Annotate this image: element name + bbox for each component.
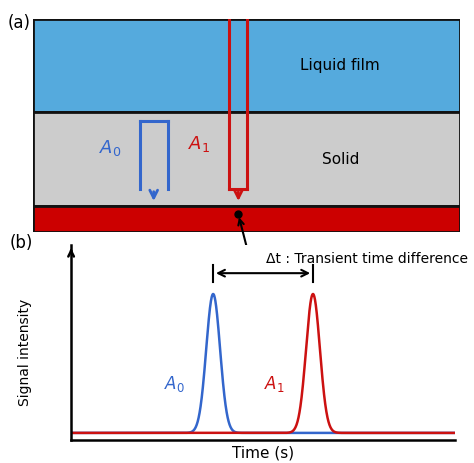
Text: Liquid film: Liquid film [301,58,380,73]
Text: $A_0$: $A_0$ [99,138,121,158]
Text: $A_0$: $A_0$ [164,374,185,394]
Text: $A_1$: $A_1$ [264,374,285,394]
Text: Signal intensity: Signal intensity [18,299,32,406]
Bar [33,206,460,232]
Bar [33,19,460,112]
X-axis label: Time (s): Time (s) [232,445,294,460]
Text: Solid: Solid [322,151,359,167]
Text: (a): (a) [8,14,31,32]
Text: $A_1$: $A_1$ [189,134,210,154]
Text: Δt : Transient time difference: Δt : Transient time difference [266,252,468,266]
Bar [33,112,460,206]
Text: (b): (b) [9,234,33,252]
Text: Piezo element: Piezo element [207,219,304,288]
